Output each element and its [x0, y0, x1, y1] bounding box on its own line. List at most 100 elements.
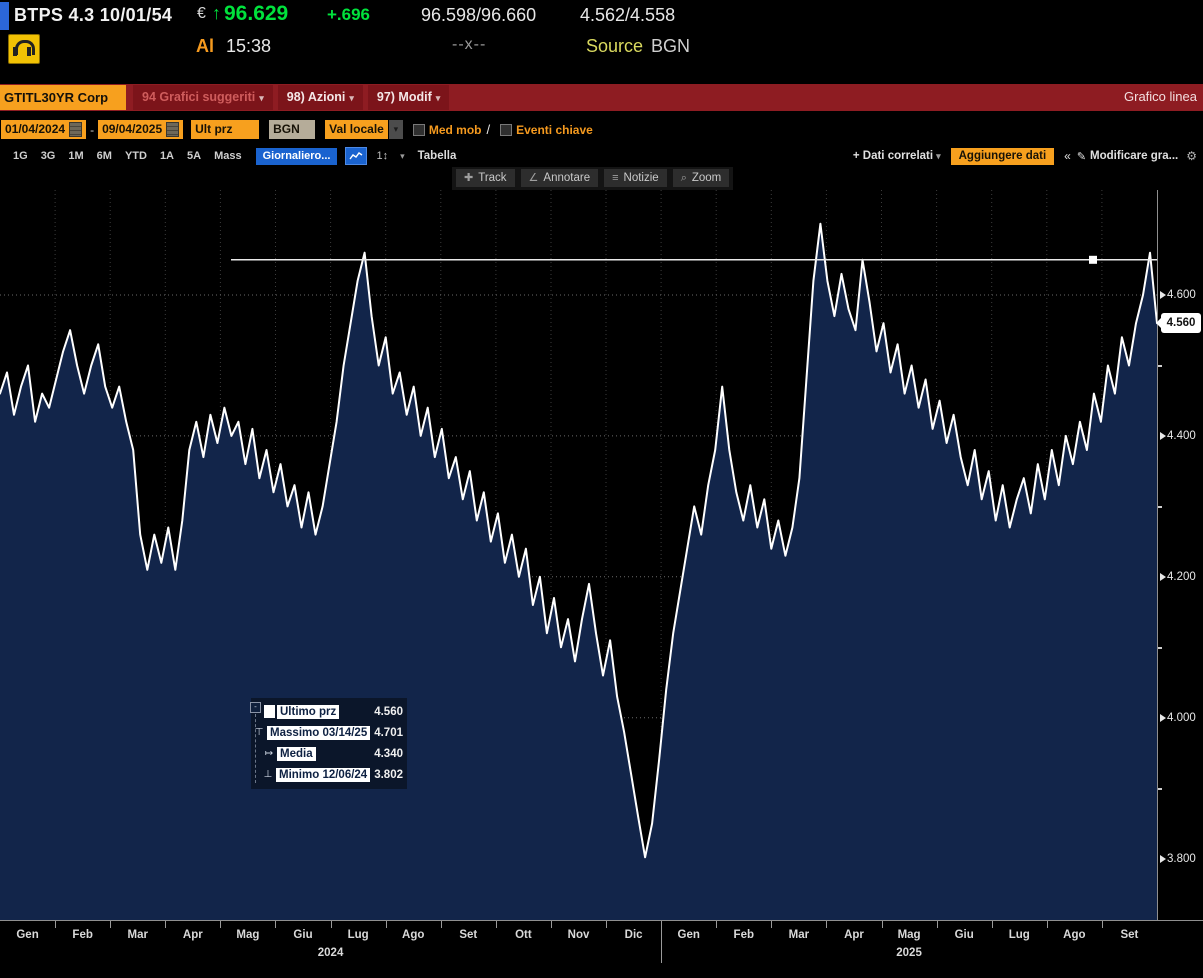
- collapse-legend-icon[interactable]: -: [250, 702, 261, 713]
- frequency-tab-giornaliero[interactable]: Giornaliero...: [255, 147, 338, 165]
- tick-arrow-icon: [1160, 290, 1166, 299]
- zoom-magnifier-icon: ⌕: [680, 172, 687, 184]
- x-axis-tick: [495, 921, 497, 928]
- track-crosshair-icon: ✚: [464, 172, 474, 184]
- x-axis-tick: [1046, 921, 1048, 928]
- range-tab-1a[interactable]: 1A: [159, 150, 174, 162]
- status-bar: Al 15:38 --x-- Source BGN: [0, 32, 1203, 66]
- security-description: BTPS 4.3 10/01/54: [14, 5, 173, 25]
- legend-label: Massimo 03/14/25: [267, 725, 371, 740]
- bid-ask: 96.598/96.660: [421, 5, 537, 25]
- year-label: 2024: [317, 947, 344, 959]
- y-axis-label: 4.400: [1160, 430, 1196, 442]
- legend-value: 4.340: [374, 747, 403, 760]
- annotare-button[interactable]: ∠ Annotare: [520, 169, 599, 187]
- panel-edge-marker: [0, 2, 9, 30]
- ticker-bar: BTPS 4.3 10/01/54 € ↑ 96.629 +.696 96.59…: [0, 0, 1203, 32]
- yield-bid-ask: 4.562/4.558: [580, 5, 676, 25]
- x-axis-label: Mag: [897, 929, 921, 941]
- related-data-button[interactable]: + Dati correlati ▾: [852, 150, 941, 162]
- x-axis-label: Apr: [182, 929, 203, 941]
- legend-value: 4.701: [374, 726, 403, 739]
- price-change: +.696: [327, 5, 371, 24]
- x-axis-tick: [881, 921, 883, 928]
- currency-dropdown[interactable]: Val locale: [325, 120, 388, 139]
- audio-headphone-icon[interactable]: [8, 34, 40, 64]
- date-from-field[interactable]: 01/04/2024: [1, 120, 87, 139]
- range-tab-mass[interactable]: Mass: [214, 150, 242, 162]
- series-swatch-icon: [264, 705, 275, 718]
- checkbox[interactable]: [500, 123, 513, 136]
- track-button[interactable]: ✚ Track: [456, 169, 515, 187]
- range-tab-ytd[interactable]: YTD: [124, 150, 147, 162]
- range-tab-6m[interactable]: 6M: [96, 150, 112, 162]
- legend-row: ⊤ Massimo 03/14/25 4.701: [253, 722, 403, 743]
- add-data-button[interactable]: Aggiungere dati: [950, 147, 1055, 165]
- x-axis-tick: [165, 921, 167, 928]
- y-axis-minor-tick: [1158, 788, 1162, 791]
- x-axis-label: Feb: [72, 929, 93, 941]
- x-axis-tick: [220, 921, 222, 928]
- price-type-dropdown[interactable]: Ult prz: [191, 120, 260, 139]
- up-arrow-icon: ↑: [212, 3, 221, 23]
- x-axis-tick: [330, 921, 332, 928]
- last-price-axis-marker: 4.560: [1156, 313, 1201, 334]
- function-menu-bar: GTITL30YR Corp 94 Grafici suggeriti ▾ 98) …: [0, 84, 1203, 111]
- calendar-icon[interactable]: [69, 122, 83, 137]
- x-axis-tick: [826, 921, 828, 928]
- x-axis-tick: [110, 921, 112, 928]
- menu-item-1[interactable]: 98) Azioni ▾: [277, 85, 363, 110]
- range-tab-3g[interactable]: 3G: [40, 150, 56, 162]
- chevron-down-icon[interactable]: ▾: [388, 120, 403, 139]
- collapse-button[interactable]: «: [1064, 149, 1071, 163]
- market-indicator: --x--: [452, 36, 487, 53]
- pencil-icon[interactable]: ✎: [1076, 150, 1087, 163]
- tick-arrow-icon: [1160, 572, 1166, 581]
- chart-tools-right: + Dati correlati ▾ Aggiungere dati « ✎ Mo…: [852, 147, 1203, 165]
- security-ticker-field[interactable]: GTITL30YR Corp: [0, 85, 126, 110]
- calendar-icon[interactable]: [166, 122, 180, 137]
- checkbox-label: Med mob: [428, 122, 482, 137]
- chevron-down-icon[interactable]: ▾: [400, 150, 405, 161]
- x-axis-label: Set: [459, 929, 478, 941]
- x-axis-tick: [440, 921, 442, 928]
- menu-item-0[interactable]: 94 Grafici suggeriti ▾: [133, 85, 273, 110]
- last-price: 96.629: [224, 2, 289, 25]
- x-axis: Gen Feb Mar Apr Mag Giu Lug Ago Set Ott Nov Dic Gen F…: [0, 920, 1203, 978]
- as-of-label: Al: [196, 36, 214, 56]
- range-tab-1m[interactable]: 1M: [68, 150, 84, 162]
- legend-value: 4.560: [374, 705, 403, 718]
- chart-legend-tooltip[interactable]: - Ultimo prz 4.560 ⊤ Massimo 03/14/25 4.701 ↦…: [250, 698, 407, 789]
- range-tab-5a[interactable]: 5A: [187, 150, 202, 162]
- modify-chart-button[interactable]: Modificare gra...: [1090, 150, 1179, 162]
- low-marker-icon: ⊥: [263, 769, 273, 780]
- date-range-separator: -: [90, 122, 95, 137]
- x-axis-label: Dic: [624, 929, 643, 941]
- date-to-field[interactable]: 09/04/2025: [98, 120, 184, 139]
- line-chart-type-icon[interactable]: [345, 147, 368, 165]
- checkbox[interactable]: [412, 123, 425, 136]
- x-axis-label: Lug: [347, 929, 369, 941]
- pricing-source-dropdown[interactable]: BGN: [269, 120, 316, 139]
- x-axis-label: Lug: [1008, 929, 1030, 941]
- x-axis-label: Feb: [733, 929, 755, 941]
- tick-arrow-icon: [1160, 431, 1166, 440]
- candle-interval-label[interactable]: 1↕: [376, 150, 389, 162]
- range-tab-1g[interactable]: 1G: [13, 150, 28, 162]
- x-axis-tick: [55, 921, 57, 928]
- option-checkboxes: Med mob / Eventi chiave: [403, 122, 593, 137]
- zoom-button[interactable]: ⌕ Zoom: [672, 169, 730, 187]
- x-axis-label: Mar: [127, 929, 148, 941]
- table-view-button[interactable]: Tabella: [417, 150, 457, 162]
- x-axis-label: Gen: [677, 929, 700, 941]
- menu-item-2[interactable]: 97) Modif ▾: [367, 85, 450, 110]
- checkbox-label: Eventi chiave: [516, 122, 593, 137]
- chart-plot-area[interactable]: [0, 190, 1157, 920]
- x-axis-tick: [385, 921, 387, 928]
- price-chart: [0, 190, 1157, 920]
- y-axis-label: 4.600: [1160, 289, 1196, 301]
- notizie-button[interactable]: ≡ Notizie: [604, 169, 667, 187]
- legend-value: 3.802: [374, 768, 403, 781]
- chevron-down-icon: ▾: [936, 151, 941, 161]
- gear-icon[interactable]: ⚙: [1186, 149, 1197, 163]
